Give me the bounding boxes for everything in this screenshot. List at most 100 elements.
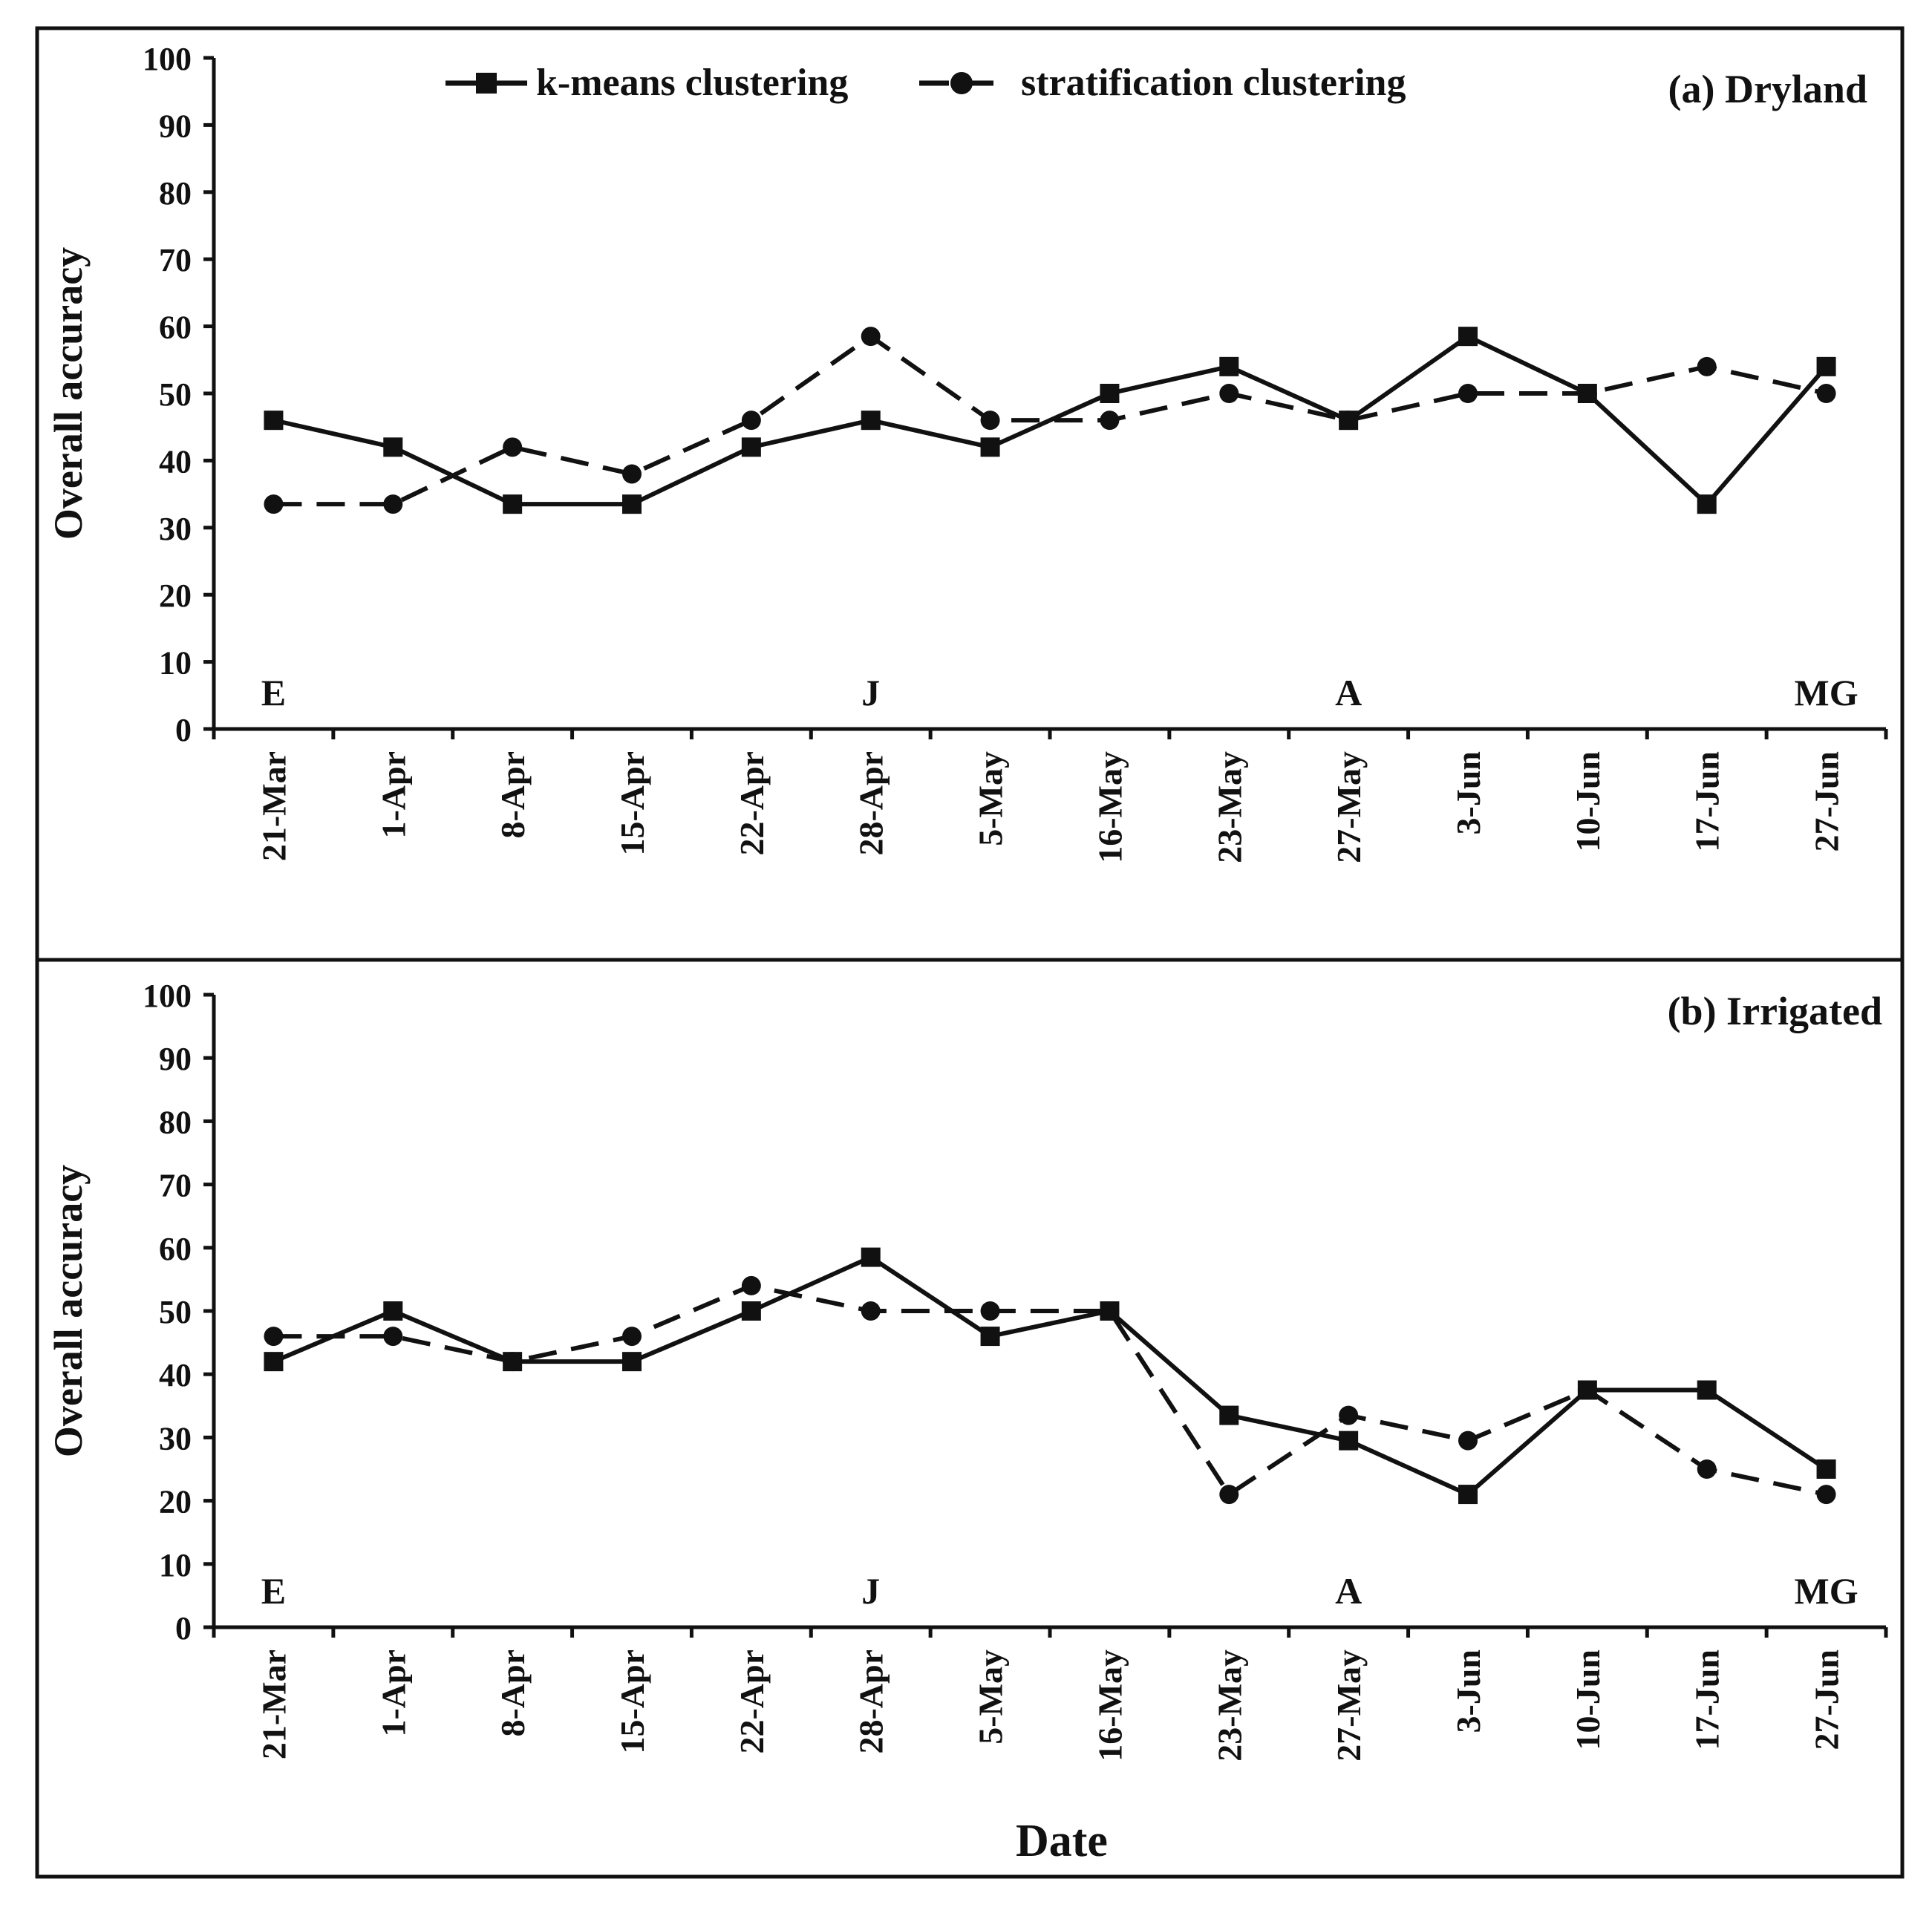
point-k-means-clustering-27-jun [1816,1459,1836,1479]
y-tick-label-30: 30 [159,1420,192,1456]
stage-label-mg: MG [1795,672,1858,713]
point-k-means-clustering-5-may [980,437,1000,457]
point-stratification-clustering-27-may [1339,1405,1359,1425]
point-stratification-clustering-15-apr [622,464,642,484]
x-tick-label-23-may: 23-May [1210,1649,1248,1762]
legend-entry-kmeans: k-means clustering [446,62,848,104]
point-k-means-clustering-17-jun [1697,1380,1717,1400]
point-k-means-clustering-16-may [1100,384,1120,403]
point-k-means-clustering-1-apr [383,437,403,457]
x-tick-label-17-jun: 17-Jun [1688,1649,1726,1750]
point-k-means-clustering-1-apr [383,1301,403,1321]
x-tick-label-1-apr: 1-Apr [374,751,412,839]
point-stratification-clustering-8-apr [503,1352,523,1372]
point-stratification-clustering-1-apr [383,494,403,514]
x-tick-label-22-apr: 22-Apr [733,1649,771,1754]
y-tick-label-10: 10 [159,645,192,681]
point-stratification-clustering-27-jun [1816,1485,1836,1505]
y-tick-label-90: 90 [159,1041,192,1077]
point-k-means-clustering-27-may [1339,1431,1359,1451]
point-stratification-clustering-21-mar [264,1327,284,1347]
x-axis-title: Date [1016,1816,1108,1866]
figure-frame [35,26,1905,1879]
y-tick-label-40: 40 [159,1357,192,1393]
panel-title: (a) Dryland [1668,67,1868,111]
y-axis-title: Overall accuracy [46,247,91,540]
point-k-means-clustering-8-apr [503,494,523,514]
point-stratification-clustering-10-jun [1577,384,1597,403]
x-tick-label-10-jun: 10-Jun [1569,751,1607,851]
point-stratification-clustering-8-apr [503,437,523,457]
y-tick-label-30: 30 [159,511,192,547]
y-tick-label-10: 10 [159,1547,192,1583]
point-stratification-clustering-27-jun [1816,384,1836,403]
x-tick-label-27-jun: 27-Jun [1808,751,1846,851]
stage-label-e: E [261,672,286,713]
point-stratification-clustering-3-jun [1458,1431,1478,1451]
point-stratification-clustering-5-may [980,1301,1000,1321]
stage-label-j: J [861,1570,880,1612]
y-tick-label-20: 20 [159,578,192,614]
x-tick-label-15-apr: 15-Apr [613,751,651,856]
stage-label-mg: MG [1795,1570,1858,1612]
point-stratification-clustering-28-apr [861,1301,881,1321]
x-tick-label-3-jun: 3-Jun [1449,1649,1487,1733]
chart-panel-dryland: 0 10 20 30 40 50 60 70 80 90 100 21-Mar 1-Apr 8-Apr 15… [46,41,1888,863]
point-k-means-clustering-27-jun [1816,356,1836,376]
legend-kmeans-label: k-means clustering [536,62,848,104]
x-tick-label-16-may: 16-May [1091,751,1129,863]
x-tick-label-27-may: 27-May [1330,1649,1368,1762]
point-stratification-clustering-23-may [1219,384,1239,403]
point-stratification-clustering-5-may [980,411,1000,431]
y-tick-label-100: 100 [143,41,192,77]
x-tick-label-3-jun: 3-Jun [1449,751,1487,834]
y-tick-label-60: 60 [159,1231,192,1267]
x-tick-label-16-may: 16-May [1091,1649,1129,1762]
point-stratification-clustering-23-may [1219,1485,1239,1505]
y-tick-label-40: 40 [159,443,192,480]
point-stratification-clustering-22-apr [741,1275,761,1295]
x-tick-label-15-apr: 15-Apr [613,1649,651,1754]
point-stratification-clustering-21-mar [264,494,284,514]
x-tick-label-17-jun: 17-Jun [1688,751,1726,851]
y-axis-title: Overall accuracy [46,1165,91,1457]
legend-entry-stratification: stratification clustering [919,62,1406,104]
x-tick-label-8-apr: 8-Apr [494,751,532,839]
point-stratification-clustering-16-may [1100,1301,1120,1321]
x-tick-label-23-may: 23-May [1210,751,1248,863]
x-tick-label-10-jun: 10-Jun [1569,1649,1607,1750]
point-k-means-clustering-17-jun [1697,494,1717,514]
point-k-means-clustering-15-apr [622,494,642,514]
x-tick-label-22-apr: 22-Apr [733,751,771,856]
x-tick-label-8-apr: 8-Apr [494,1649,532,1737]
point-stratification-clustering-16-may [1100,411,1120,431]
stage-label-a: A [1335,1570,1362,1612]
point-k-means-clustering-23-may [1219,1405,1239,1425]
y-tick-label-50: 50 [159,1294,192,1330]
point-k-means-clustering-3-jun [1458,1485,1478,1505]
point-k-means-clustering-5-may [980,1327,1000,1347]
y-tick-label-70: 70 [159,1168,192,1204]
x-tick-label-21-mar: 21-Mar [255,1649,293,1759]
y-tick-label-80: 80 [159,175,192,212]
point-stratification-clustering-27-may [1339,411,1359,431]
point-k-means-clustering-21-mar [264,411,284,431]
x-tick-label-5-may: 5-May [972,1649,1010,1745]
point-stratification-clustering-17-jun [1697,1459,1717,1479]
x-tick-label-27-jun: 27-Jun [1808,1649,1846,1750]
y-tick-label-100: 100 [143,978,192,1014]
point-stratification-clustering-17-jun [1697,356,1717,376]
y-tick-label-50: 50 [159,376,192,413]
y-tick-label-80: 80 [159,1104,192,1140]
x-tick-label-28-apr: 28-Apr [852,751,890,856]
point-k-means-clustering-28-apr [861,1247,881,1267]
series-line-stratification-clustering [273,334,1827,507]
y-tick-label-90: 90 [159,108,192,144]
chart-panel-irrigated: 0 10 20 30 40 50 60 70 80 90 100 21-Mar 1-Apr 8-Apr 15… [46,978,1888,1762]
point-stratification-clustering-1-apr [383,1327,403,1347]
point-stratification-clustering-10-jun [1577,1380,1597,1400]
point-stratification-clustering-22-apr [741,411,761,431]
x-tick-label-5-may: 5-May [972,751,1010,846]
x-tick-label-28-apr: 28-Apr [852,1649,890,1754]
series-line-stratification-clustering [273,1283,1827,1497]
